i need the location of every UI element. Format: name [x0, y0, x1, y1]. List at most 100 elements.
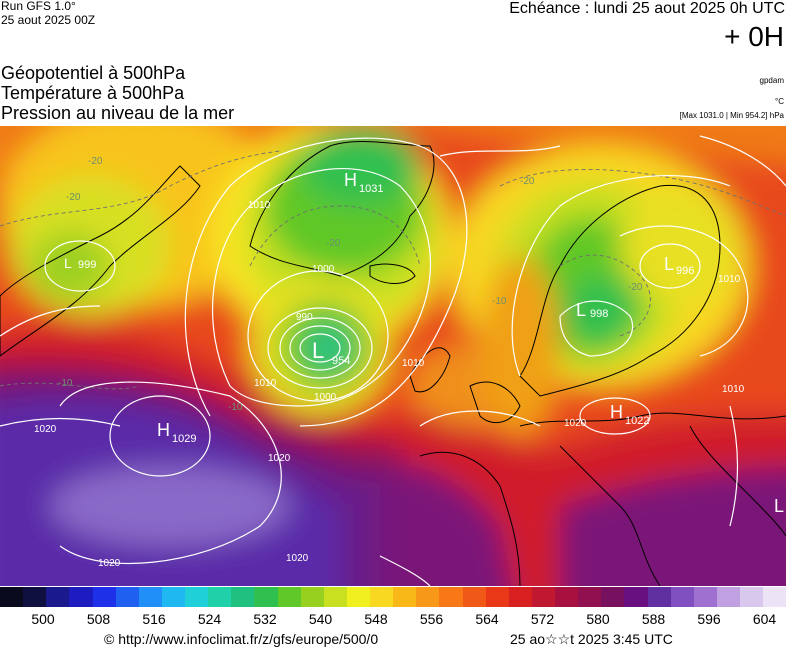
center-value-L-baltic: 998: [590, 308, 608, 320]
isobars: [0, 135, 786, 586]
colorbar-swatch: [115, 587, 139, 607]
isobar-label: 1020: [268, 453, 291, 464]
colorbar-tick-label: 580: [586, 611, 610, 627]
isobar-label: 990: [296, 312, 313, 323]
isotherm-label: -20: [326, 238, 341, 249]
colorbar-swatch: [370, 587, 394, 607]
isotherm-label: -10: [492, 296, 507, 307]
center-value-L-russia: 996: [676, 265, 694, 277]
colorbar-tick-label: 548: [364, 611, 388, 627]
run-date: 25 aout 2025 00Z: [1, 13, 96, 27]
center-letter-L-labrador: L: [64, 255, 72, 271]
center-letter-L-east: L: [774, 496, 784, 516]
isotherm-label: -20: [520, 176, 535, 187]
geopotential-colorbar: [0, 587, 786, 607]
isotherm-label: -20: [628, 282, 643, 293]
colorbar-tick-label: 596: [697, 611, 721, 627]
center-letter-L-russia: L: [664, 254, 674, 274]
colorbar-swatch: [439, 587, 463, 607]
echeance-label: Echéance : lundi 25 aout 2025 0h UTC: [509, 0, 785, 17]
colorbar-swatch: [693, 587, 717, 607]
colorbar-swatch: [416, 587, 440, 607]
colorbar-swatch: [254, 587, 278, 607]
colorbar-swatch: [555, 587, 579, 607]
colorbar-swatch: [716, 587, 740, 607]
colorbar-tick-label: 540: [308, 611, 333, 627]
colorbar-swatch: [323, 587, 347, 607]
title-geopotential: Géopotentiel à 500hPa: [1, 63, 186, 83]
isobar-label: 1010: [718, 274, 741, 285]
center-letter-H-azores: H: [157, 420, 170, 440]
colorbar-tick-label: 556: [419, 611, 444, 627]
unit-geopotential: gpdam: [759, 76, 784, 85]
render-timestamp: 25 ao☆☆t 2025 3:45 UTC: [510, 631, 673, 647]
colorbar-swatch: [0, 587, 24, 607]
colorbar-swatch: [508, 587, 532, 607]
colorbar-tick-label: 532: [253, 611, 277, 627]
run-label: Run GFS 1.0°: [1, 0, 76, 13]
center-value-L-labrador: 999: [78, 259, 96, 271]
title-temperature: Température à 500hPa: [1, 83, 185, 103]
isotherm-label: -20: [88, 156, 103, 167]
isobar-label: 1010: [248, 200, 271, 211]
isobar-label: 1000: [312, 264, 335, 275]
colorbar-swatch: [46, 587, 70, 607]
colorbar-tick-label: 572: [530, 611, 555, 627]
colorbar-tick-label: 516: [142, 611, 166, 627]
weather-map: H 1031 L 954 H 1029 L 999 L 996 L 998 H …: [0, 126, 786, 586]
isobar-label: 1010: [402, 358, 425, 369]
isobar-label: 1020: [286, 553, 309, 564]
isobar-label: 1000: [314, 392, 337, 403]
colorbar-swatch: [578, 587, 602, 607]
colorbar-swatch: [69, 587, 93, 607]
center-value-H-azores: 1029: [172, 433, 196, 445]
center-value-L-iceland: 954: [332, 355, 350, 367]
colorbar-swatch: [601, 587, 625, 607]
colorbar-tick-label: 500: [31, 611, 55, 627]
unit-temperature: °C: [775, 97, 784, 106]
isotherm-label: -10: [228, 402, 243, 413]
colorbar-swatch: [485, 587, 509, 607]
colorbar-tick-label: 524: [197, 611, 222, 627]
colorbar-swatch: [740, 587, 764, 607]
colorbar-swatch: [393, 587, 417, 607]
source-url[interactable]: © http://www.infoclimat.fr/z/gfs/europe/…: [104, 631, 379, 647]
colorbar-swatch: [670, 587, 694, 607]
isobar-label: 1020: [34, 424, 57, 435]
colorbar-tick-label: 604: [752, 611, 777, 627]
colorbar-swatch: [531, 587, 555, 607]
colorbar-swatch: [763, 587, 786, 607]
colorbar-swatch: [231, 587, 255, 607]
isotherm-label: -10: [58, 378, 73, 389]
geopotential-field: [0, 126, 786, 586]
colorbar-swatch: [647, 587, 671, 607]
lead-time: + 0H: [724, 21, 784, 52]
colorbar-swatch: [138, 587, 162, 607]
pressure-range: [Max 1031.0 | Min 954.2] hPa: [679, 111, 784, 120]
colorbar-swatch: [161, 587, 185, 607]
isobar-label: 1010: [254, 378, 277, 389]
colorbar-swatch: [185, 587, 209, 607]
center-letter-H-greenland: H: [344, 170, 357, 190]
colorbar-swatch: [346, 587, 370, 607]
title-pressure: Pression au niveau de la mer: [1, 103, 235, 123]
isotherm-label: -20: [66, 192, 81, 203]
center-letter-L-baltic: L: [576, 300, 586, 320]
colorbar-tick-label: 588: [641, 611, 666, 627]
colorbar-swatch: [300, 587, 324, 607]
center-value-H-greenland: 1031: [359, 183, 383, 195]
center-letter-H-europe: H: [610, 402, 623, 422]
isobar-label: 1020: [564, 418, 587, 429]
center-letter-L-iceland: L: [312, 338, 324, 363]
isobar-label: 1020: [98, 558, 121, 569]
colorbar-swatch: [23, 587, 47, 607]
colorbar-swatch: [277, 587, 301, 607]
colorbar-swatch: [624, 587, 648, 607]
colorbar-tick-label: 564: [475, 611, 499, 627]
colorbar-swatch: [462, 587, 486, 607]
center-value-H-europe: 1022: [625, 415, 649, 427]
colorbar-swatch: [92, 587, 116, 607]
isobar-label: 1010: [722, 384, 745, 395]
colorbar-swatch: [208, 587, 232, 607]
colorbar-tick-label: 508: [86, 611, 111, 627]
